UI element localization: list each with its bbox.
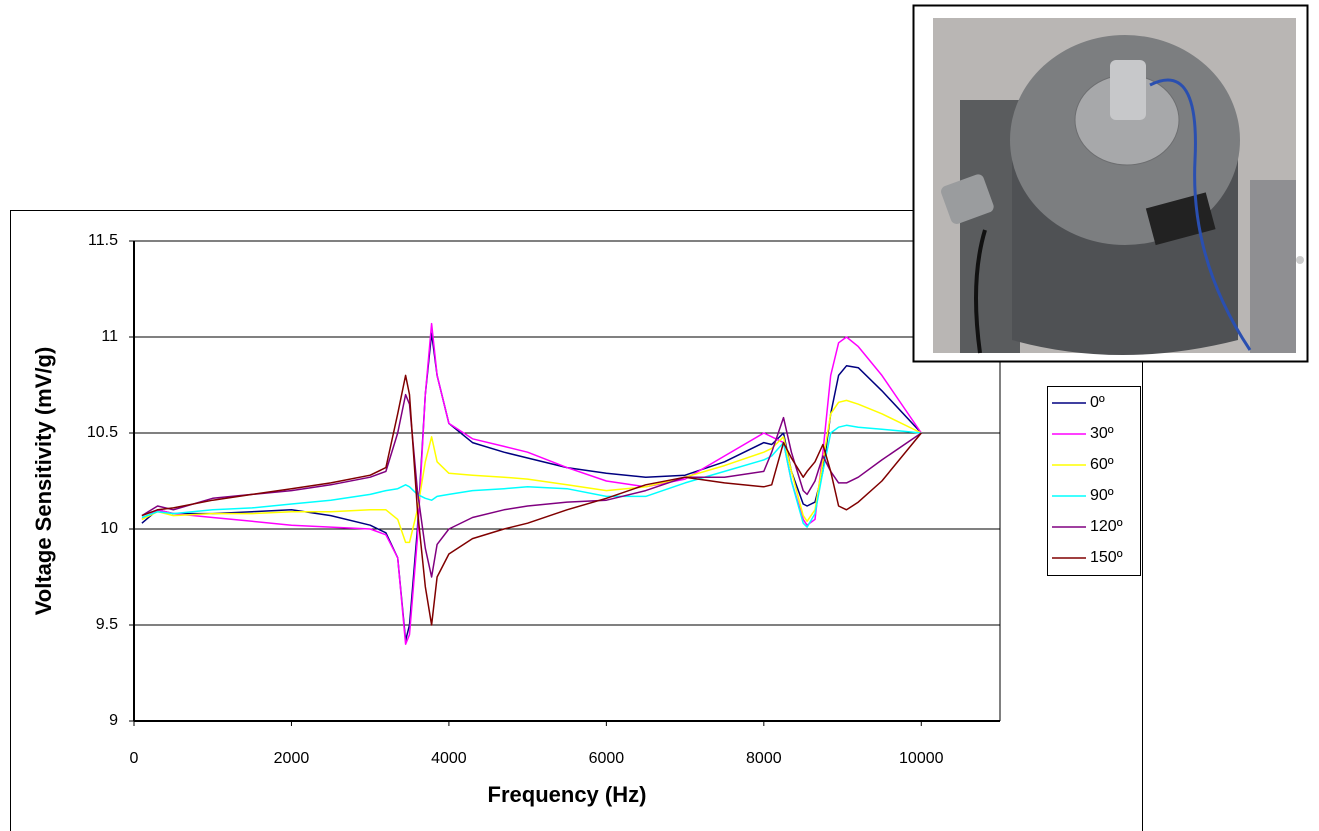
x-tick-label: 8000 xyxy=(746,750,782,767)
photo-cable xyxy=(1149,78,1252,351)
photo-knob xyxy=(1296,256,1304,264)
photo-connector xyxy=(941,174,994,224)
legend-label: 30º xyxy=(1090,425,1114,442)
photo-magnet xyxy=(1145,192,1216,246)
y-tick-label: 11 xyxy=(101,328,118,345)
legend-label: 150º xyxy=(1090,549,1123,566)
series-line xyxy=(141,424,922,528)
series-line xyxy=(141,399,922,544)
x-axis-title: Frequency (Hz) xyxy=(488,782,647,807)
y-tick-label: 11.5 xyxy=(88,232,118,249)
y-tick-label: 10.5 xyxy=(87,424,118,441)
photo-bracket xyxy=(1250,180,1296,353)
series-line xyxy=(141,374,922,626)
x-tick-label: 10000 xyxy=(899,750,944,767)
x-tick-label: 2000 xyxy=(274,750,310,767)
photo-bracket xyxy=(960,100,1020,353)
x-tick-label: 0 xyxy=(130,750,139,767)
legend-box xyxy=(1047,386,1141,576)
series-line xyxy=(141,393,922,578)
y-tick-label: 9.5 xyxy=(96,616,118,633)
legend-label: 120º xyxy=(1090,518,1123,535)
y-axis-title: Voltage Sensitivity (mV/g) xyxy=(31,347,56,616)
legend-label: 0º xyxy=(1090,394,1105,411)
x-tick-label: 6000 xyxy=(589,750,625,767)
y-tick-label: 10 xyxy=(100,520,118,537)
legend-label: 90º xyxy=(1090,487,1114,504)
plot-area xyxy=(129,240,1001,726)
photo xyxy=(912,4,1309,363)
photo-sensor xyxy=(1110,60,1146,120)
y-tick-label: 9 xyxy=(109,712,118,729)
legend-label: 60º xyxy=(1090,456,1114,473)
photo-cable xyxy=(974,229,987,354)
x-tick-label: 4000 xyxy=(431,750,467,767)
